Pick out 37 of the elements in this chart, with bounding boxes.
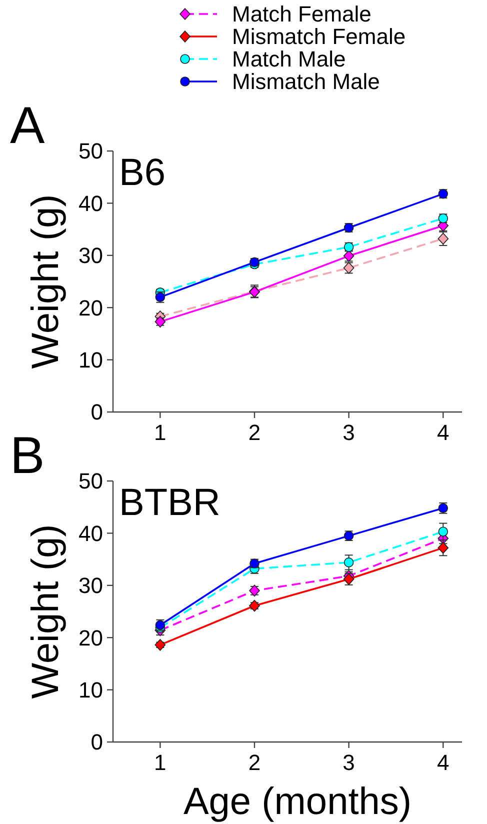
y-tick-label: 20 xyxy=(78,625,103,650)
point xyxy=(438,526,448,537)
x-tick-label: 3 xyxy=(342,750,355,775)
point xyxy=(154,639,166,651)
point xyxy=(438,232,449,245)
y-tick-label: 20 xyxy=(78,295,103,320)
y-tick-label: 10 xyxy=(78,678,103,702)
x-tick-label: 2 xyxy=(248,750,261,775)
y-tick-label: 0 xyxy=(90,730,103,755)
x-tick-label: 1 xyxy=(154,750,166,775)
y-axis-title: Weight (g) xyxy=(25,194,67,369)
y-tick-label: 30 xyxy=(78,243,103,268)
point xyxy=(249,600,260,612)
chart-title: A xyxy=(10,97,45,155)
y-tick-label: 40 xyxy=(78,190,103,216)
y-tick-label: 30 xyxy=(78,573,103,598)
y-axis-title: Weight (g) xyxy=(25,524,67,699)
point xyxy=(438,542,449,554)
x-tick-label: 4 xyxy=(437,420,450,445)
y-tick-label: 10 xyxy=(78,348,103,372)
legend-label: Mismatch Male xyxy=(232,69,380,94)
x-tick-label: 4 xyxy=(437,750,450,775)
x-tick-label: 1 xyxy=(154,420,166,445)
y-tick-label: 50 xyxy=(78,138,103,164)
legend-label: Match Female xyxy=(232,2,372,27)
y-tick-label: 0 xyxy=(90,400,103,425)
chart-subtitle: BTBR xyxy=(119,482,220,524)
chart-subtitle: B6 xyxy=(119,152,166,194)
y-tick-label: 50 xyxy=(78,468,103,494)
x-axis-title: Age (months) xyxy=(183,781,412,823)
chart-title: B xyxy=(10,427,45,485)
legend-label: Match Male xyxy=(232,46,346,72)
point xyxy=(344,558,354,568)
y-tick-label: 40 xyxy=(78,520,103,546)
legend-label: Mismatch Female xyxy=(232,24,406,50)
x-tick-label: 3 xyxy=(342,420,355,445)
x-tick-label: 2 xyxy=(248,420,261,445)
